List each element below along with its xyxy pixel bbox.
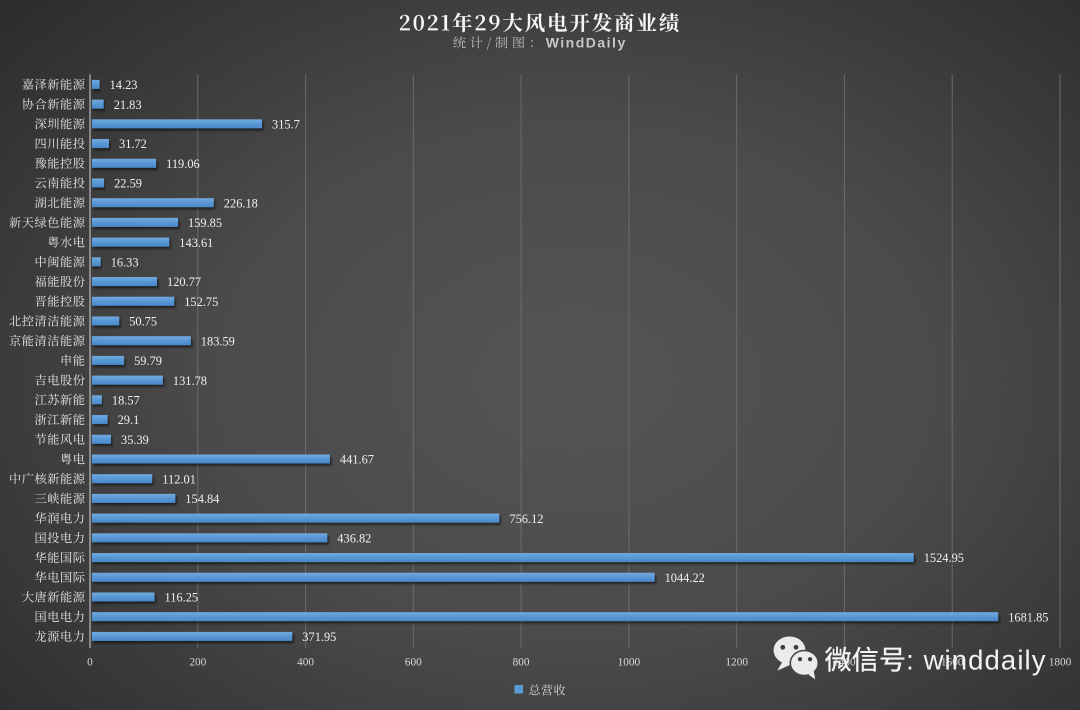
svg-text:1200: 1200	[725, 657, 748, 669]
svg-text:112.01: 112.01	[162, 472, 196, 486]
svg-text:0: 0	[87, 657, 93, 669]
svg-text:400: 400	[297, 657, 314, 669]
svg-text:226.18: 226.18	[224, 196, 258, 210]
svg-text:131.78: 131.78	[173, 374, 207, 388]
svg-text:16.33: 16.33	[111, 256, 139, 270]
svg-text:35.39: 35.39	[121, 433, 149, 447]
svg-text:800: 800	[513, 657, 530, 669]
svg-text:441.67: 441.67	[340, 453, 374, 467]
svg-text:154.84: 154.84	[185, 492, 219, 506]
svg-text:183.59: 183.59	[201, 334, 235, 348]
svg-text:315.7: 315.7	[272, 118, 300, 132]
svg-text:1681.85: 1681.85	[1008, 610, 1048, 624]
svg-text:436.82: 436.82	[337, 532, 371, 546]
svg-text:116.25: 116.25	[165, 591, 199, 605]
svg-text:31.72: 31.72	[119, 137, 147, 151]
svg-text:159.85: 159.85	[188, 216, 222, 230]
svg-text:143.61: 143.61	[179, 236, 213, 250]
svg-text:200: 200	[189, 657, 206, 669]
svg-text:1000: 1000	[618, 657, 641, 669]
svg-text:18.57: 18.57	[112, 394, 140, 408]
svg-text:119.06: 119.06	[166, 157, 200, 171]
svg-text:600: 600	[405, 657, 422, 669]
svg-text:120.77: 120.77	[167, 275, 201, 289]
svg-text:50.75: 50.75	[129, 315, 157, 329]
svg-text:1044.22: 1044.22	[665, 571, 705, 585]
svg-text:: winddaily: : winddaily	[906, 645, 1047, 676]
svg-text:1524.95: 1524.95	[924, 551, 964, 565]
svg-text:371.95: 371.95	[302, 630, 336, 644]
svg-text:1600: 1600	[941, 657, 964, 669]
svg-text:152.75: 152.75	[184, 295, 218, 309]
svg-text:14.23: 14.23	[110, 78, 138, 92]
svg-text:22.59: 22.59	[114, 177, 142, 191]
svg-text:29.1: 29.1	[118, 413, 140, 427]
svg-text:WindDaily: WindDaily	[546, 34, 627, 50]
svg-text:756.12: 756.12	[509, 512, 543, 526]
svg-text:1800: 1800	[1049, 657, 1072, 669]
svg-text:21.83: 21.83	[114, 98, 142, 112]
svg-text:59.79: 59.79	[134, 354, 162, 368]
